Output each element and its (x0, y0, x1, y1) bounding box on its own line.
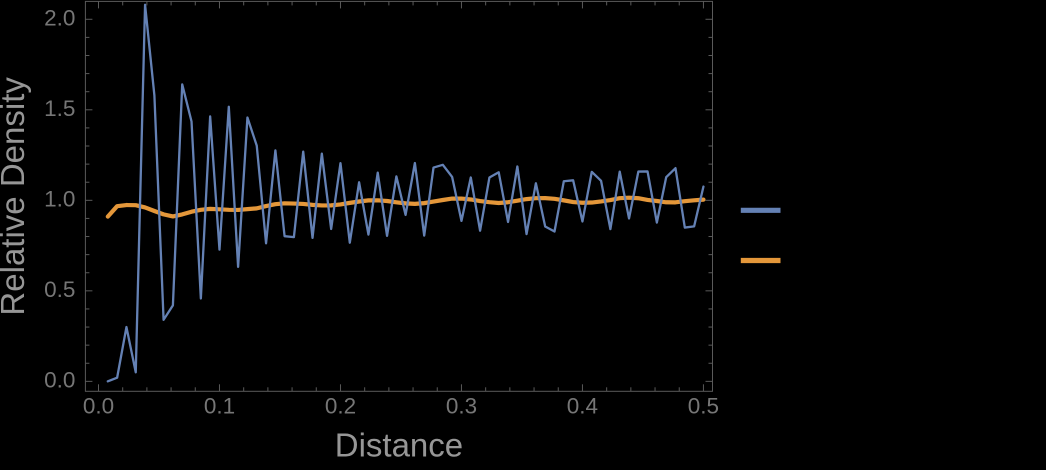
svg-text:0.2: 0.2 (325, 393, 356, 418)
svg-text:0.3: 0.3 (446, 393, 477, 418)
svg-text:0.5: 0.5 (44, 277, 75, 302)
svg-text:0.1: 0.1 (204, 393, 235, 418)
svg-text:0.0: 0.0 (44, 367, 75, 392)
svg-text:Distance: Distance (335, 426, 463, 463)
svg-text:1.0: 1.0 (44, 186, 75, 211)
svg-text:0.0: 0.0 (83, 393, 114, 418)
svg-text:Relative Density: Relative Density (0, 77, 31, 316)
svg-text:0.4: 0.4 (567, 393, 598, 418)
svg-text:1.5: 1.5 (44, 96, 75, 121)
svg-text:0.5: 0.5 (688, 393, 719, 418)
svg-text:2.0: 2.0 (44, 5, 75, 30)
